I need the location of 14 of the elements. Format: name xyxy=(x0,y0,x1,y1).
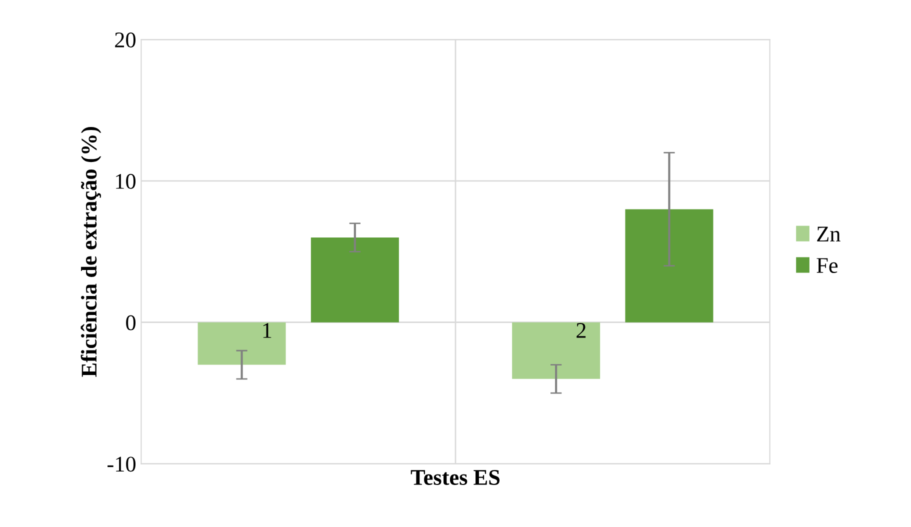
y-tick-label: 20 xyxy=(115,32,136,48)
y-tick-label: 10 xyxy=(116,174,136,189)
y-tick-label: -10 xyxy=(108,456,136,472)
legend-label: Fe xyxy=(816,258,838,273)
bar xyxy=(310,238,399,322)
y-axis-title: Eficiência de extração (%) xyxy=(80,127,102,377)
bar xyxy=(512,322,600,379)
x-tick-label: 1 xyxy=(263,323,272,338)
x-axis-title: Testes ES xyxy=(410,470,500,485)
legend-label: Zn xyxy=(817,226,840,242)
x-tick-label: 2 xyxy=(576,323,586,338)
bar xyxy=(198,322,286,365)
y-tick-label: 0 xyxy=(126,315,136,330)
bar xyxy=(625,209,714,322)
